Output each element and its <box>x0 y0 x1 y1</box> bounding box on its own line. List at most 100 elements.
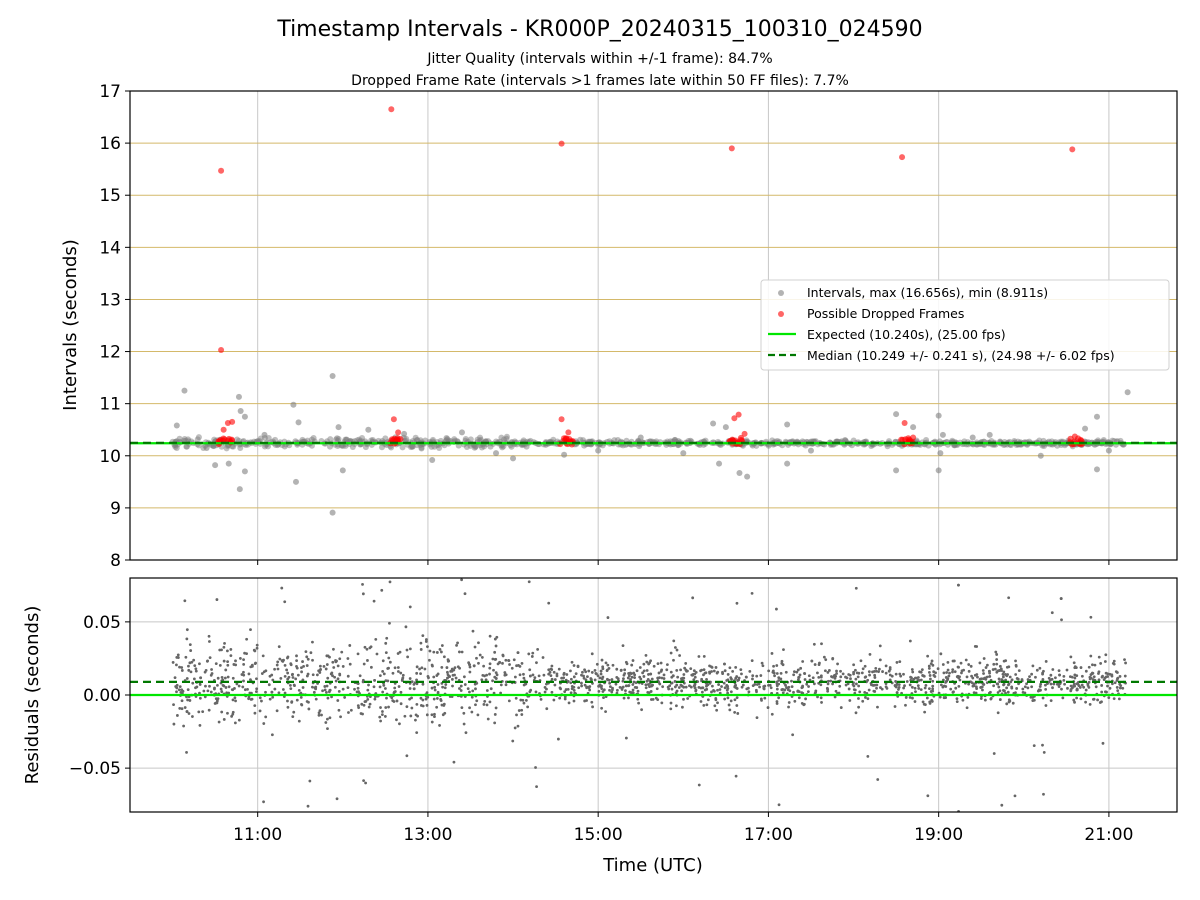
residual-point <box>1020 678 1024 681</box>
residual-point <box>360 702 364 706</box>
residual-point <box>275 709 279 713</box>
residual-point <box>435 674 439 677</box>
residual-point <box>585 686 589 690</box>
residual-point <box>405 705 409 709</box>
residual-point <box>218 663 222 667</box>
residual-point <box>415 731 419 735</box>
residual-point <box>531 673 535 677</box>
residual-point <box>216 676 220 680</box>
residual-point <box>433 685 437 689</box>
residual-point <box>992 684 996 688</box>
residual-point <box>673 680 677 683</box>
residual-point <box>902 672 905 676</box>
residual-point <box>295 666 299 670</box>
residual-point <box>445 666 449 669</box>
residual-point <box>475 656 478 660</box>
residual-point <box>599 672 603 676</box>
residual-point <box>545 687 548 691</box>
residual-point <box>418 667 421 671</box>
residual-point <box>378 674 382 678</box>
residual-point <box>855 671 859 675</box>
residual-point <box>1118 686 1122 690</box>
residual-point <box>1038 688 1042 692</box>
interval-point <box>736 469 743 476</box>
residual-point <box>450 669 454 673</box>
residual-point <box>392 700 396 703</box>
residual-point <box>631 691 635 695</box>
residual-point <box>1116 676 1120 680</box>
residual-point <box>837 691 841 695</box>
residual-point <box>739 668 743 672</box>
residual-point <box>641 671 645 675</box>
interval-point <box>257 435 264 442</box>
residual-point <box>361 592 365 596</box>
residual-point <box>624 736 628 740</box>
interval-point <box>1093 413 1100 420</box>
legend-box <box>760 279 1170 371</box>
residual-point <box>368 702 372 706</box>
residual-point <box>655 687 659 691</box>
residual-point <box>188 661 192 665</box>
residual-point <box>521 698 525 702</box>
residual-point <box>250 691 253 695</box>
residual-point <box>213 686 216 690</box>
residual-point <box>967 669 971 673</box>
y-tick-label: 13 <box>99 290 121 310</box>
residual-point <box>784 683 787 687</box>
residual-point <box>393 690 397 693</box>
residual-point <box>369 665 373 669</box>
residual-point <box>201 710 205 714</box>
residual-point <box>1082 685 1086 689</box>
residual-point <box>306 657 310 661</box>
residual-point <box>622 696 626 700</box>
residual-point <box>680 684 684 688</box>
residual-point <box>494 644 498 648</box>
residual-point <box>486 717 490 721</box>
residual-point <box>669 701 673 705</box>
residual-point <box>582 676 586 680</box>
residual-point <box>545 707 549 711</box>
interval-point <box>335 424 342 431</box>
residual-point <box>686 669 689 673</box>
residual-point <box>185 695 188 699</box>
residual-point <box>1002 689 1006 693</box>
residual-point <box>960 669 964 673</box>
residual-point <box>701 686 705 690</box>
residual-point <box>976 675 979 679</box>
residual-point <box>904 696 908 699</box>
residual-point <box>838 684 842 688</box>
residual-tick-label: 0.05 <box>83 613 121 633</box>
residual-point <box>957 684 961 688</box>
residual-point <box>679 668 683 672</box>
residual-point <box>572 675 576 679</box>
residual-point <box>877 670 880 674</box>
residual-point <box>255 646 259 650</box>
residual-point <box>919 670 923 674</box>
residual-point <box>1062 675 1066 678</box>
residual-point <box>249 628 252 632</box>
residual-point <box>1113 681 1117 685</box>
residual-point <box>857 684 861 688</box>
residual-point <box>494 706 498 710</box>
residual-point <box>807 685 810 688</box>
residual-point <box>982 672 985 675</box>
residual-point <box>924 683 928 687</box>
residual-point <box>1107 696 1111 700</box>
residual-point <box>1044 683 1047 687</box>
interval-point <box>910 424 917 431</box>
residual-point <box>289 687 293 691</box>
residual-point <box>988 669 991 673</box>
residual-point <box>797 675 801 679</box>
residual-point <box>569 677 573 681</box>
residual-point <box>601 690 605 693</box>
residual-point <box>1089 615 1093 619</box>
residual-point <box>775 702 779 705</box>
residual-point <box>997 677 1001 681</box>
residual-point <box>468 690 471 694</box>
residual-point <box>629 678 632 681</box>
interval-point <box>181 387 188 394</box>
residual-point <box>270 690 274 694</box>
residual-point <box>378 715 382 719</box>
residual-point <box>442 655 446 659</box>
residual-point <box>519 698 523 702</box>
